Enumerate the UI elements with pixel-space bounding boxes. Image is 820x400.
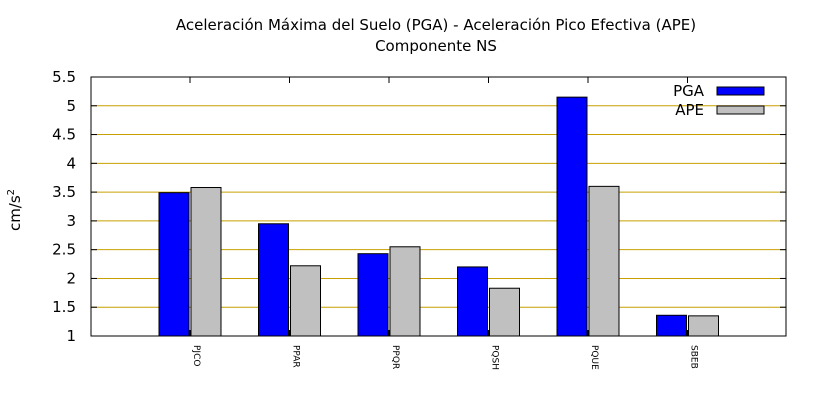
y-tick-label: 1.5 xyxy=(52,298,76,316)
y-tick-label: 3.5 xyxy=(52,183,76,201)
bar-pga-ppar xyxy=(258,223,289,337)
x-tick-label: PPQR xyxy=(390,345,400,369)
bar-ape-ppqr xyxy=(389,246,421,337)
bar-pga-pqsh xyxy=(457,266,488,337)
y-tick-label: 1 xyxy=(66,327,76,345)
bar-ape-sbeb xyxy=(688,315,719,337)
x-tick-label: SBEB xyxy=(689,345,699,369)
x-tick-label: PJCO xyxy=(191,345,201,366)
y-tick-label: 4 xyxy=(66,154,76,172)
y-tick-label: 2 xyxy=(66,269,76,287)
bar-pga-pque xyxy=(556,96,588,337)
x-tick-label: PQUE xyxy=(589,345,599,370)
bar-pga-sbeb xyxy=(656,314,687,337)
y-tick-label: 3 xyxy=(66,212,76,230)
y-tick-label: 4.5 xyxy=(52,126,76,144)
y-tick-label: 5 xyxy=(66,97,76,115)
legend-swatch-ape xyxy=(716,105,765,115)
bar-ape-pqsh xyxy=(489,287,520,337)
y-tick-label: 5.5 xyxy=(52,68,76,86)
bar-ape-pque xyxy=(588,185,620,337)
legend-swatch-pga xyxy=(716,86,765,96)
bar-ape-pjco xyxy=(190,187,222,337)
chart-title: Aceleración Máxima del Suelo (PGA) - Ace… xyxy=(175,16,697,34)
plot-frame xyxy=(90,76,787,337)
chart-subtitle: Componente NS xyxy=(375,37,497,55)
legend-label-ape: APE xyxy=(675,101,704,119)
x-tick-label: PPAR xyxy=(291,345,301,368)
y-tick-label: 2.5 xyxy=(52,241,76,259)
bar-pga-pjco xyxy=(158,192,190,337)
bar-ape-ppar xyxy=(290,265,321,337)
legend-label-pga: PGA xyxy=(673,82,705,100)
bar-pga-ppqr xyxy=(357,253,389,337)
y-axis-label: cm/s2 xyxy=(6,189,24,231)
x-tick-label: PQSH xyxy=(490,345,500,370)
